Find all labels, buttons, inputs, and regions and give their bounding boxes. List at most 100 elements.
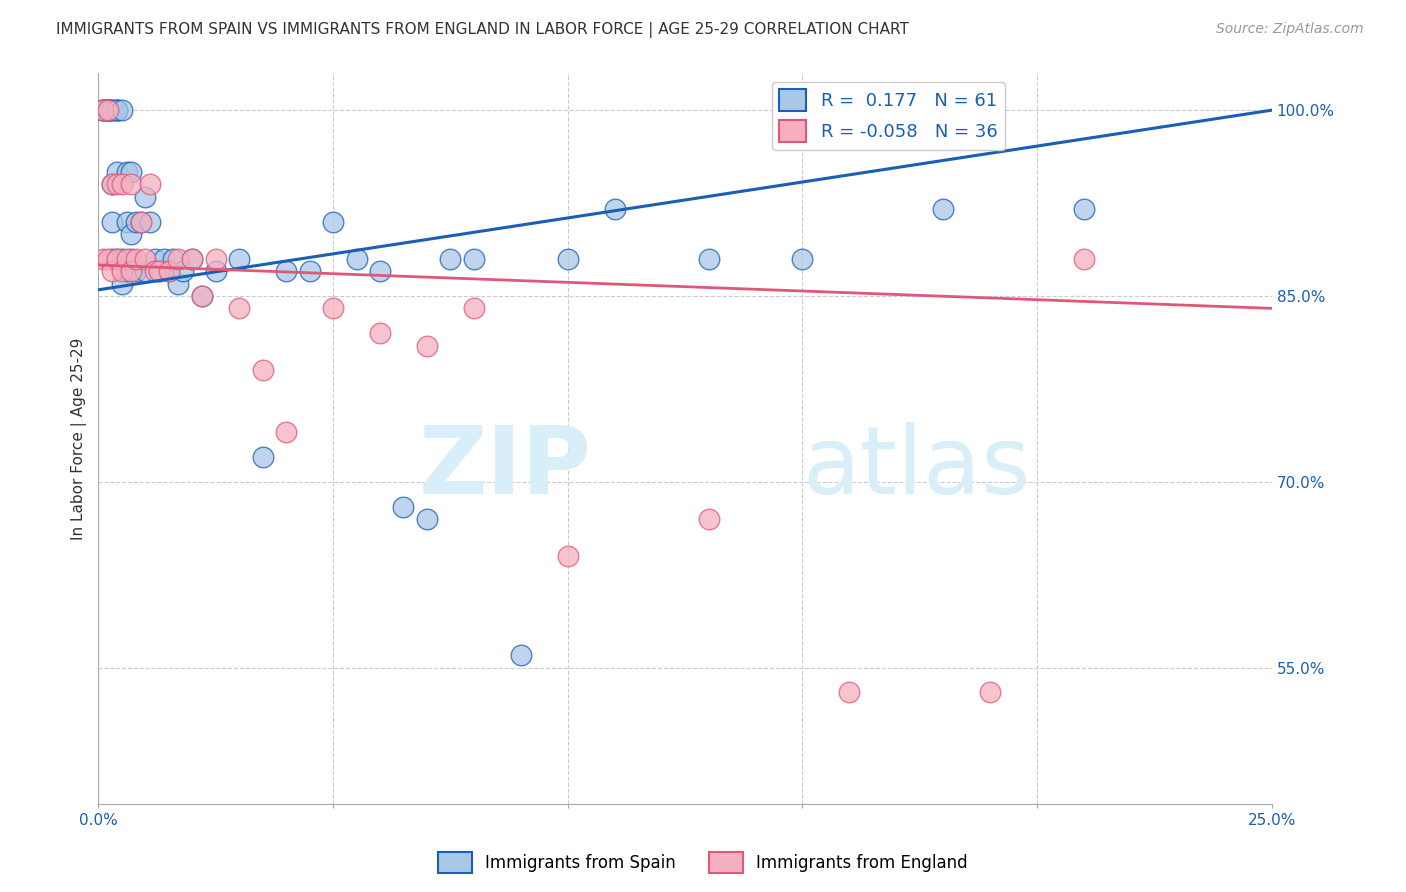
- Point: [134, 252, 156, 266]
- Point: [322, 301, 344, 316]
- Point: [274, 425, 297, 440]
- Point: [115, 252, 138, 266]
- Point: [120, 165, 142, 179]
- Point: [91, 252, 114, 266]
- Point: [105, 178, 128, 192]
- Point: [979, 685, 1001, 699]
- Point: [101, 264, 124, 278]
- Point: [509, 648, 531, 663]
- Point: [125, 264, 148, 278]
- Point: [91, 103, 114, 117]
- Y-axis label: In Labor Force | Age 25-29: In Labor Force | Age 25-29: [72, 337, 87, 540]
- Point: [153, 252, 176, 266]
- Point: [157, 264, 180, 278]
- Point: [129, 214, 152, 228]
- Point: [603, 202, 626, 217]
- Point: [439, 252, 461, 266]
- Point: [274, 264, 297, 278]
- Text: Source: ZipAtlas.com: Source: ZipAtlas.com: [1216, 22, 1364, 37]
- Point: [162, 252, 184, 266]
- Point: [105, 103, 128, 117]
- Point: [91, 103, 114, 117]
- Point: [115, 264, 138, 278]
- Point: [101, 178, 124, 192]
- Point: [139, 214, 162, 228]
- Point: [105, 252, 128, 266]
- Point: [190, 289, 212, 303]
- Point: [697, 512, 720, 526]
- Point: [101, 103, 124, 117]
- Point: [125, 252, 148, 266]
- Point: [97, 103, 120, 117]
- Point: [134, 264, 156, 278]
- Point: [792, 252, 814, 266]
- Point: [463, 301, 485, 316]
- Point: [91, 103, 114, 117]
- Point: [97, 103, 120, 117]
- Point: [101, 252, 124, 266]
- Point: [115, 165, 138, 179]
- Point: [190, 289, 212, 303]
- Point: [97, 103, 120, 117]
- Point: [252, 450, 274, 464]
- Point: [298, 264, 321, 278]
- Point: [167, 252, 190, 266]
- Point: [932, 202, 955, 217]
- Point: [111, 178, 134, 192]
- Legend: Immigrants from Spain, Immigrants from England: Immigrants from Spain, Immigrants from E…: [432, 846, 974, 880]
- Point: [115, 214, 138, 228]
- Point: [97, 103, 120, 117]
- Point: [120, 252, 142, 266]
- Point: [838, 685, 860, 699]
- Text: IMMIGRANTS FROM SPAIN VS IMMIGRANTS FROM ENGLAND IN LABOR FORCE | AGE 25-29 CORR: IMMIGRANTS FROM SPAIN VS IMMIGRANTS FROM…: [56, 22, 910, 38]
- Point: [204, 264, 226, 278]
- Point: [148, 264, 170, 278]
- Point: [392, 500, 415, 514]
- Point: [157, 264, 180, 278]
- Point: [148, 264, 170, 278]
- Point: [101, 214, 124, 228]
- Point: [204, 252, 226, 266]
- Point: [181, 252, 204, 266]
- Point: [111, 252, 134, 266]
- Point: [143, 252, 166, 266]
- Point: [111, 277, 134, 291]
- Point: [134, 190, 156, 204]
- Point: [557, 252, 579, 266]
- Point: [346, 252, 368, 266]
- Point: [111, 103, 134, 117]
- Point: [463, 252, 485, 266]
- Text: ZIP: ZIP: [419, 422, 592, 514]
- Point: [105, 252, 128, 266]
- Point: [101, 178, 124, 192]
- Point: [167, 277, 190, 291]
- Point: [129, 214, 152, 228]
- Point: [368, 264, 391, 278]
- Point: [228, 252, 250, 266]
- Point: [105, 103, 128, 117]
- Point: [139, 178, 162, 192]
- Point: [143, 264, 166, 278]
- Point: [111, 264, 134, 278]
- Point: [120, 178, 142, 192]
- Point: [322, 214, 344, 228]
- Point: [368, 326, 391, 340]
- Point: [697, 252, 720, 266]
- Point: [1073, 252, 1095, 266]
- Point: [252, 363, 274, 377]
- Point: [416, 512, 439, 526]
- Point: [557, 549, 579, 563]
- Point: [125, 214, 148, 228]
- Point: [101, 103, 124, 117]
- Point: [416, 338, 439, 352]
- Point: [105, 103, 128, 117]
- Legend: R =  0.177   N = 61, R = -0.058   N = 36: R = 0.177 N = 61, R = -0.058 N = 36: [772, 82, 1005, 150]
- Point: [97, 103, 120, 117]
- Point: [1073, 202, 1095, 217]
- Point: [172, 264, 194, 278]
- Point: [228, 301, 250, 316]
- Point: [105, 165, 128, 179]
- Point: [97, 252, 120, 266]
- Text: atlas: atlas: [803, 422, 1031, 514]
- Point: [91, 103, 114, 117]
